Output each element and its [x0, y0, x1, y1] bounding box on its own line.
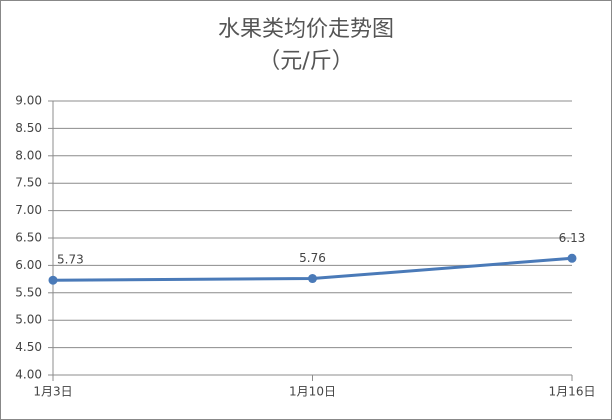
x-tick-label: 1月10日 — [289, 385, 336, 399]
chart-subtitle: （元/斤） — [258, 49, 353, 74]
data-label: 5.73 — [57, 253, 84, 267]
y-tick-label: 6.50 — [15, 231, 42, 245]
y-tick-label: 7.00 — [15, 203, 42, 217]
y-tick-label: 6.00 — [15, 258, 42, 272]
y-tick-label: 5.00 — [15, 313, 42, 327]
data-label: 5.76 — [299, 251, 326, 265]
marker — [308, 274, 317, 284]
y-tick-label: 8.50 — [15, 121, 42, 135]
y-tick-label: 9.00 — [15, 94, 42, 108]
data-label: 6.13 — [559, 231, 586, 245]
marker — [48, 275, 58, 285]
chart-title: 水果类均价走势图 — [218, 17, 394, 42]
y-tick-label: 5.50 — [15, 285, 42, 299]
x-tick-label: 1月3日 — [33, 385, 72, 399]
y-tick-label: 4.50 — [15, 340, 42, 354]
marker — [567, 253, 577, 263]
y-tick-label: 7.50 — [15, 176, 42, 190]
y-tick-label: 8.00 — [15, 148, 42, 162]
x-tick-label: 1月16日 — [549, 385, 596, 399]
y-tick-label: 4.00 — [15, 368, 42, 382]
